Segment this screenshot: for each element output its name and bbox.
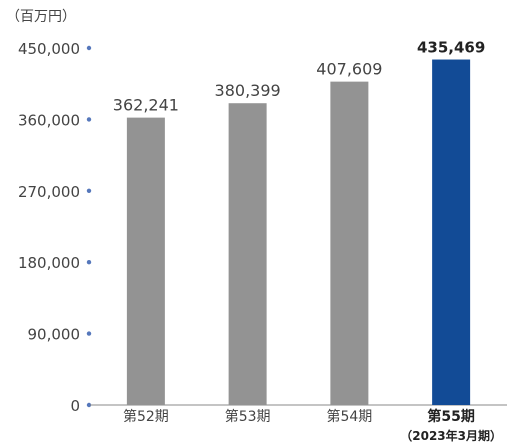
y-tick-label: 0: [70, 397, 80, 415]
y-tick-label: 360,000: [18, 111, 80, 129]
y-tick-dot: [86, 45, 92, 51]
y-tick-label: 450,000: [18, 40, 80, 58]
bar-3: [330, 81, 369, 406]
y-tick-dot: [86, 402, 92, 408]
y-tick-label: 180,000: [18, 254, 80, 272]
unit-label: （百万円）: [6, 9, 76, 25]
y-tick-label: 90,000: [28, 326, 81, 344]
y-tick-dot: [86, 260, 92, 265]
value-label: 435,469: [417, 39, 485, 57]
x-tick-label: 第54期: [326, 408, 372, 425]
value-label: 362,241: [113, 96, 179, 115]
bar-1: [126, 117, 165, 406]
x-tick-note: （2023年3月期）: [400, 428, 502, 443]
y-tick-dot: [86, 331, 92, 336]
x-tick-label: 第53期: [225, 408, 271, 425]
x-tick-label: 第52期: [123, 408, 169, 425]
y-tick-label: 270,000: [18, 183, 80, 201]
bar-2: [228, 103, 267, 405]
value-label: 407,609: [316, 60, 382, 79]
value-label: 380,399: [215, 81, 281, 100]
bar-4: [432, 59, 471, 406]
y-tick-dot: [86, 188, 92, 193]
x-tick-label: 第55期: [427, 408, 474, 425]
y-tick-dot: [86, 117, 92, 122]
